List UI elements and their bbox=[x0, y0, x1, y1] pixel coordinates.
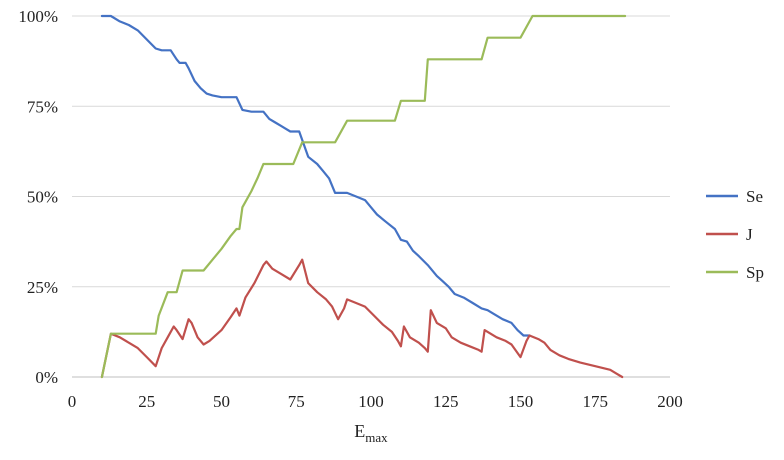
legend-label-sp: Sp bbox=[746, 263, 764, 282]
y-tick-label: 0% bbox=[35, 368, 58, 387]
x-tick-label: 25 bbox=[138, 392, 155, 411]
series-line-j bbox=[100, 258, 624, 379]
x-tick-label: 175 bbox=[583, 392, 609, 411]
legend: Se J Sp bbox=[706, 187, 764, 282]
legend-label-j: J bbox=[746, 225, 753, 244]
y-tick-label: 50% bbox=[27, 188, 58, 207]
series-lines bbox=[100, 14, 627, 379]
grid-lines bbox=[72, 15, 670, 288]
y-tick-label: 100% bbox=[18, 7, 58, 26]
y-tick-label: 25% bbox=[27, 278, 58, 297]
x-tick-label: 100 bbox=[358, 392, 384, 411]
x-tick-label: 0 bbox=[68, 392, 77, 411]
x-tick-labels: 0 25 50 75 100 125 150 175 200 bbox=[68, 392, 683, 411]
x-tick-label: 200 bbox=[657, 392, 683, 411]
series-line-sp bbox=[100, 14, 627, 379]
y-tick-label: 75% bbox=[27, 97, 58, 116]
series-line-se bbox=[100, 14, 531, 337]
x-tick-label: 50 bbox=[213, 392, 230, 411]
x-axis-title-main: E bbox=[354, 421, 365, 441]
x-axis-title-subscript: max bbox=[365, 430, 388, 445]
y-tick-labels: 0% 25% 50% 75% 100% bbox=[18, 7, 58, 387]
x-tick-label: 125 bbox=[433, 392, 459, 411]
legend-label-se: Se bbox=[746, 187, 763, 206]
x-tick-label: 75 bbox=[288, 392, 305, 411]
x-axis-title: Emax bbox=[354, 421, 388, 445]
x-tick-label: 150 bbox=[508, 392, 534, 411]
